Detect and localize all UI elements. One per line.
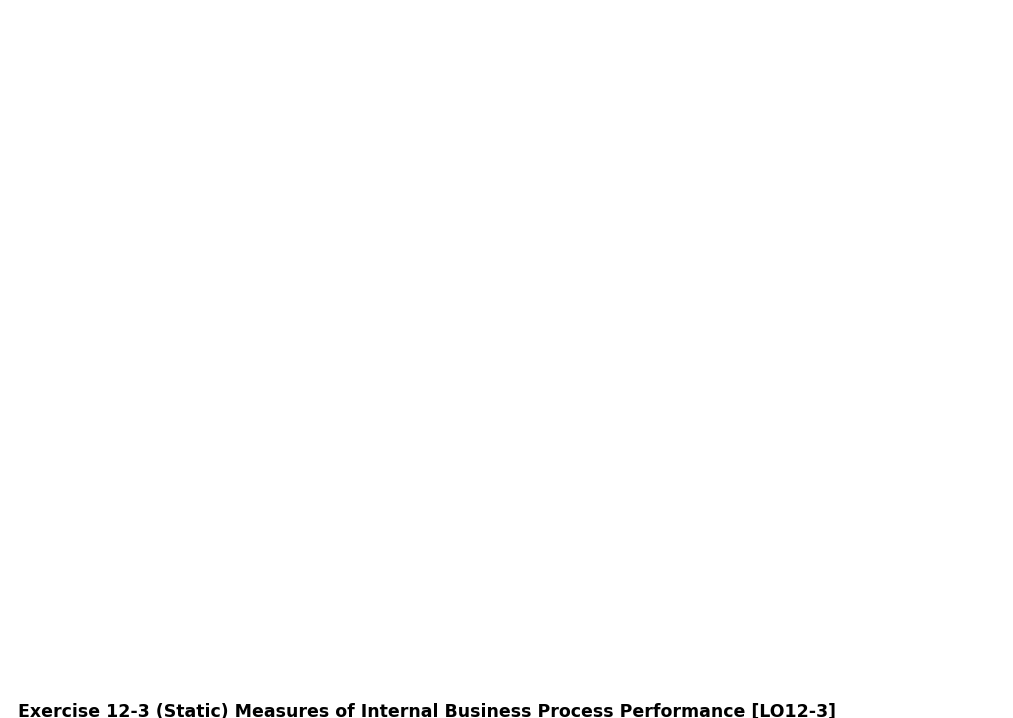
- Text: Exercise 12-3 (Static) Measures of Internal Business Process Performance [LO12-3: Exercise 12-3 (Static) Measures of Inter…: [18, 703, 836, 718]
